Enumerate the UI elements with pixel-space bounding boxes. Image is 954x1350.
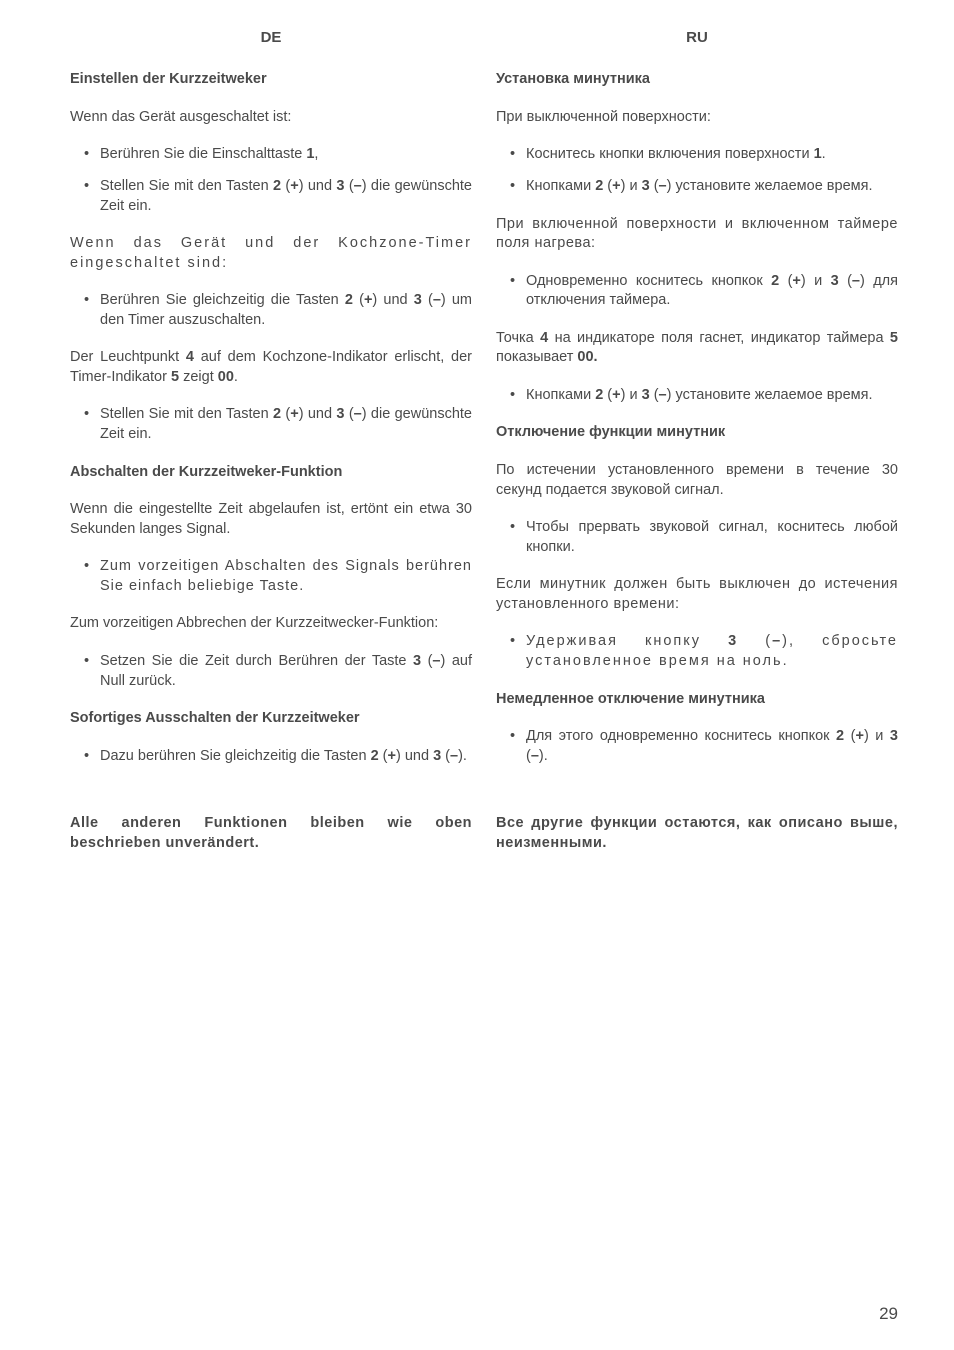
list-item: Berühren Sie die Einschalttaste 1,	[70, 145, 472, 165]
right-column: RU Установка минутника При выключенной п…	[496, 28, 898, 853]
section-title: Установка минутника	[496, 70, 898, 90]
list-item: Для этого одновременно коснитесь кнопкок…	[496, 727, 898, 766]
bullet-list: Berühren Sie gleichzeitig die Tasten 2 (…	[70, 291, 472, 330]
paragraph: Der Leuchtpunkt 4 auf dem Kochzone-Indik…	[70, 348, 472, 387]
page-number: 29	[879, 1303, 898, 1326]
section-title: Отключение функции минутник	[496, 423, 898, 443]
list-item: Berühren Sie gleichzeitig die Tasten 2 (…	[70, 291, 472, 330]
list-item: Dazu berühren Sie gleichzeitig die Taste…	[70, 747, 472, 767]
closing-note: Все другие функции остаются, как описано…	[496, 814, 898, 853]
bullet-list: Для этого одновременно коснитесь кнопкок…	[496, 727, 898, 766]
paragraph: Wenn das Gerät ausgeschaltet ist:	[70, 108, 472, 128]
section-title: Einstellen der Kurzzeitweker	[70, 70, 472, 90]
lang-header-de: DE	[70, 28, 472, 48]
bullet-list: Удерживая кнопку 3 (–), сбросьте установ…	[496, 632, 898, 671]
list-item: Чтобы прервать звуковой сигнал, коснитес…	[496, 518, 898, 557]
bullet-list: Dazu berühren Sie gleichzeitig die Taste…	[70, 747, 472, 767]
paragraph: При включенной поверхности и включенном …	[496, 215, 898, 254]
bullet-list: Кнопками 2 (+) и 3 (–) установите желаем…	[496, 386, 898, 406]
list-item: Удерживая кнопку 3 (–), сбросьте установ…	[496, 632, 898, 671]
bullet-list: Чтобы прервать звуковой сигнал, коснитес…	[496, 518, 898, 557]
paragraph: Если минутник должен быть выключен до ис…	[496, 575, 898, 614]
list-item: Кнопками 2 (+) и 3 (–) установите желаем…	[496, 386, 898, 406]
left-column: DE Einstellen der Kurzzeitweker Wenn das…	[70, 28, 472, 853]
list-item: Кнопками 2 (+) и 3 (–) установите желаем…	[496, 177, 898, 197]
section-title: Abschalten der Kurzzeitweker-Funktion	[70, 463, 472, 483]
bullet-list: Одновременно коснитесь кнопкок 2 (+) и 3…	[496, 272, 898, 311]
list-item: Zum vorzeitigen Abschalten des Signals b…	[70, 557, 472, 596]
bullet-list: Zum vorzeitigen Abschalten des Signals b…	[70, 557, 472, 596]
paragraph: При выключенной поверхности:	[496, 108, 898, 128]
list-item: Setzen Sie die Zeit durch Berühren der T…	[70, 652, 472, 691]
bullet-list: Berühren Sie die Einschalttaste 1, Stell…	[70, 145, 472, 216]
paragraph: Точка 4 на индикаторе поля гаснет, индик…	[496, 329, 898, 368]
list-item: Коснитесь кнопки включения поверхности 1…	[496, 145, 898, 165]
list-item: Stellen Sie mit den Tasten 2 (+) und 3 (…	[70, 177, 472, 216]
section-title: Немедленное отключение минутника	[496, 690, 898, 710]
list-item: Stellen Sie mit den Tasten 2 (+) und 3 (…	[70, 405, 472, 444]
page-columns: DE Einstellen der Kurzzeitweker Wenn das…	[70, 28, 898, 853]
section-title: Sofortiges Ausschalten der Kurzzeitweker	[70, 709, 472, 729]
lang-header-ru: RU	[496, 28, 898, 48]
bullet-list: Setzen Sie die Zeit durch Berühren der T…	[70, 652, 472, 691]
paragraph: Wenn das Gerät und der Kochzone-Timer ei…	[70, 234, 472, 273]
list-item: Одновременно коснитесь кнопкок 2 (+) и 3…	[496, 272, 898, 311]
bullet-list: Коснитесь кнопки включения поверхности 1…	[496, 145, 898, 196]
paragraph: Wenn die eingestellte Zeit abgelaufen is…	[70, 500, 472, 539]
closing-note: Alle anderen Funktionen bleiben wie oben…	[70, 814, 472, 853]
bullet-list: Stellen Sie mit den Tasten 2 (+) und 3 (…	[70, 405, 472, 444]
paragraph: Zum vorzeitigen Abbrechen der Kurzzeitwe…	[70, 614, 472, 634]
paragraph: По истечении установленного времени в те…	[496, 461, 898, 500]
